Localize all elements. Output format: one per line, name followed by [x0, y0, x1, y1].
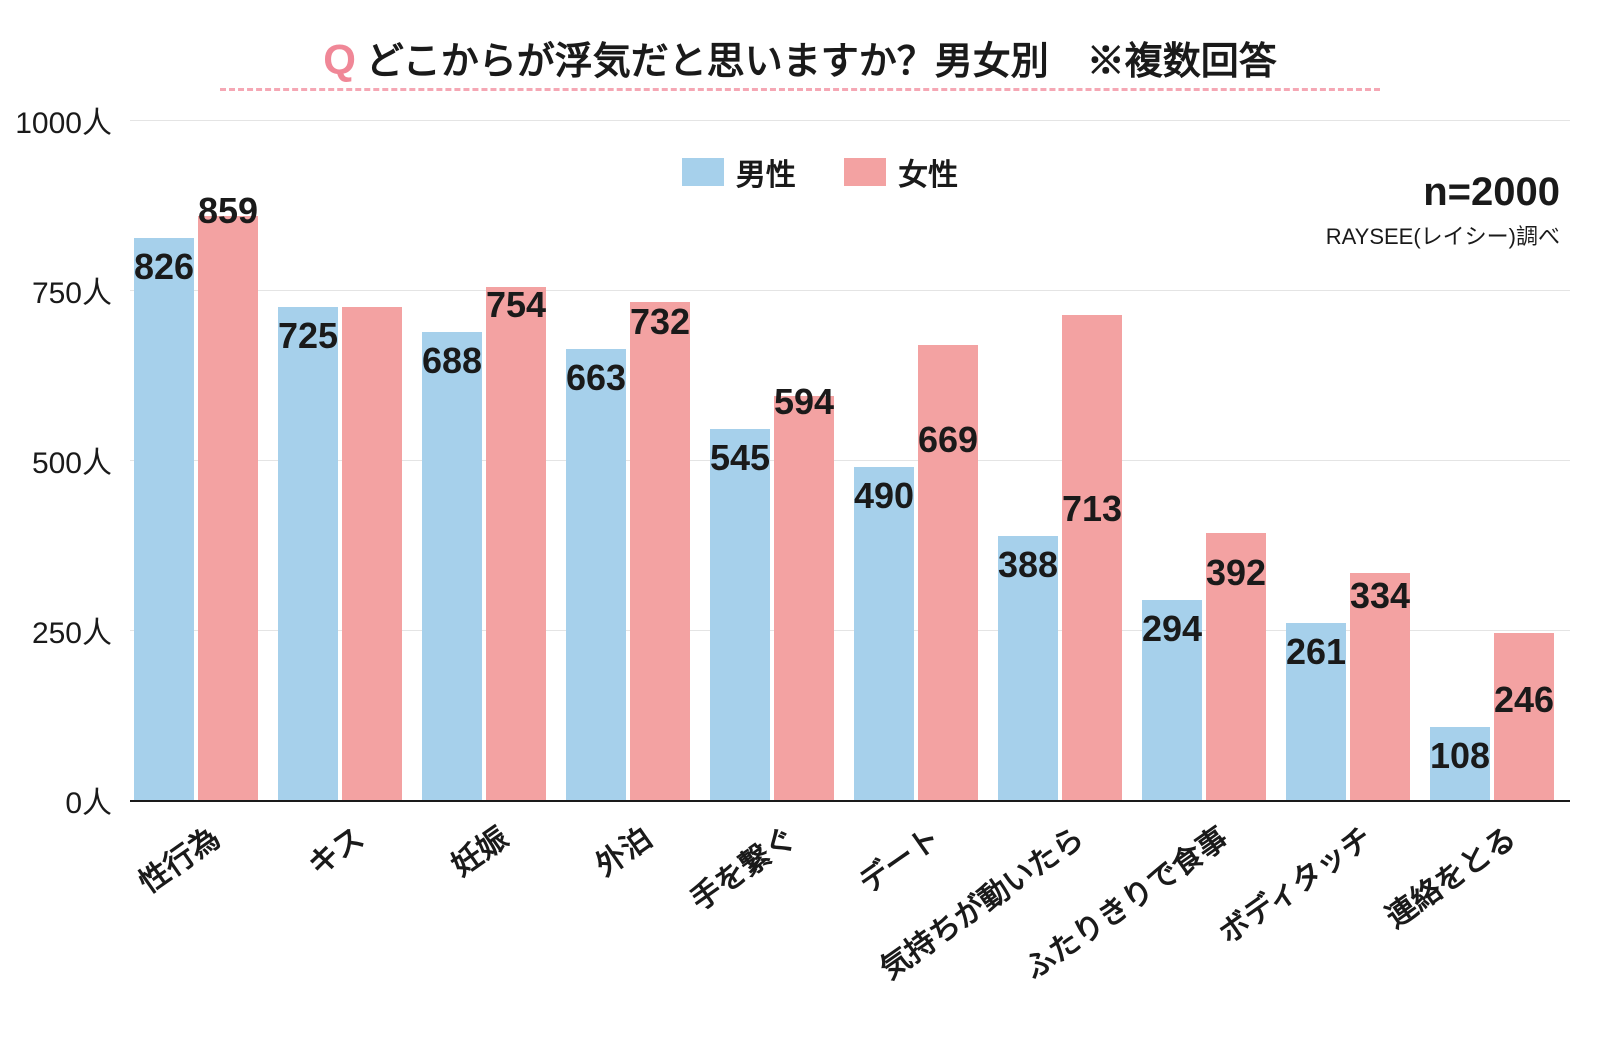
y-axis-label: 1000人 [15, 98, 112, 142]
bar-group: 388713気持ちが動いたら [998, 120, 1122, 800]
bar-male [1142, 600, 1202, 800]
chart-container: Qどこからが浮気だと思いますか？男女別 ※複数回答 男性 女性 n=2000 R… [0, 0, 1600, 1040]
bar-male [278, 307, 338, 800]
chart-plot-area: 0人250人500人750人1000人826859性行為725キス688754妊… [130, 120, 1570, 800]
y-axis-label: 0人 [65, 778, 112, 822]
bar-group: 294392ふたりきりで食事 [1142, 120, 1266, 800]
x-axis-label: デート [848, 814, 947, 902]
grid-line [130, 800, 1570, 802]
bar-male [1286, 623, 1346, 800]
x-axis-label: ボディタッチ [1208, 814, 1379, 952]
bar-group: 663732外泊 [566, 120, 690, 800]
bar-group: 490669デート [854, 120, 978, 800]
bar-male [998, 536, 1058, 800]
title-underline [220, 88, 1380, 91]
bar-female [198, 216, 258, 800]
title-text: どこからが浮気だと思いますか？男女別 ※複数回答 [366, 41, 1277, 83]
bar-male [422, 332, 482, 800]
bar-group: 108246連絡をとる [1430, 120, 1554, 800]
x-axis-label: 外泊 [585, 814, 659, 884]
bar-female [1494, 633, 1554, 800]
bar-female [918, 345, 978, 800]
bar-female [774, 396, 834, 800]
bar-male [710, 429, 770, 800]
bar-group: 688754妊娠 [422, 120, 546, 800]
title-q-mark: Q [323, 36, 356, 83]
bar-male [566, 349, 626, 800]
bar-group: 725キス [278, 120, 402, 800]
title-row: Qどこからが浮気だと思いますか？男女別 ※複数回答 [0, 30, 1600, 85]
x-axis-label: キス [298, 814, 372, 884]
bar-group: 261334ボディタッチ [1286, 120, 1410, 800]
x-axis-label: 性行為 [128, 814, 227, 902]
x-axis-label: 妊娠 [441, 814, 515, 884]
bar-group: 545594手を繋ぐ [710, 120, 834, 800]
bar-male [1430, 727, 1490, 800]
bar-male [134, 238, 194, 800]
bar-female [1062, 315, 1122, 800]
bar-female [630, 302, 690, 800]
bar-female [1206, 533, 1266, 800]
y-axis-label: 750人 [32, 268, 112, 312]
bar-group: 826859性行為 [134, 120, 258, 800]
bar-female [486, 287, 546, 800]
x-axis-label: 手を繋ぐ [680, 814, 804, 919]
x-axis-label: 連絡をとる [1375, 814, 1523, 936]
bar-female [1350, 573, 1410, 800]
y-axis-label: 500人 [32, 438, 112, 482]
bar-male [854, 467, 914, 800]
bar-female [342, 307, 402, 800]
y-axis-label: 250人 [32, 608, 112, 652]
